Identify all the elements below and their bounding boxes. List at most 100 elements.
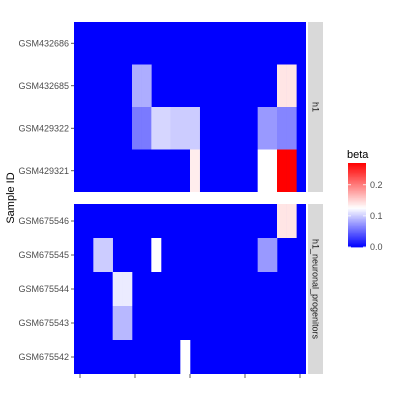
legend-gradient-step [348, 172, 366, 175]
legend-gradient-step [348, 245, 366, 248]
legend-gradient-step [348, 244, 366, 246]
legend-gradient-step [348, 189, 366, 192]
heatmap-cell [286, 107, 297, 150]
legend-gradient-step [348, 210, 366, 213]
legend-gradient-step [348, 226, 366, 228]
legend-gradient-step [348, 228, 366, 231]
legend-gradient-step [348, 168, 366, 171]
heatmap-cell [257, 107, 268, 150]
heatmap-cell [277, 107, 287, 150]
heatmap-cell [190, 149, 200, 192]
heatmap-cell [286, 204, 297, 238]
legend-gradient-step [348, 202, 366, 204]
heatmap-cell [151, 107, 162, 150]
legend-gradient-step [348, 242, 366, 245]
legend-gradient-step [348, 240, 366, 242]
legend-gradient-step [348, 175, 366, 178]
legend-gradient-step [348, 235, 366, 238]
legend-gradient-step [348, 233, 366, 235]
legend-gradient-step [348, 165, 366, 168]
legend-gradient-step [348, 231, 366, 234]
legend-gradient-step [348, 230, 366, 232]
heatmap-cell [286, 149, 297, 192]
legend-gradient-step [348, 200, 366, 203]
legend-gradient-step [348, 209, 366, 211]
legend-gradient-step [348, 178, 366, 181]
heatmap-cell [161, 107, 171, 150]
legend-gradient-step [348, 185, 366, 188]
legend-gradient-step [348, 170, 366, 172]
legend-gradient-step [348, 195, 366, 197]
heatmap-cell [93, 238, 104, 272]
legend-tick-label: 0.1 [370, 211, 383, 221]
heatmap-cell [180, 107, 191, 150]
legend-gradient-step [348, 241, 366, 244]
y-tick-label: GSM675543 [18, 318, 69, 328]
heatmap-cell [277, 204, 287, 238]
legend-gradient-step [348, 237, 366, 239]
legend-gradient-step [348, 171, 366, 174]
y-tick-label: GSM675546 [18, 216, 69, 226]
facet-strip-label: h1_neuronal_progenitors [311, 239, 321, 340]
heatmap-cell [103, 238, 113, 272]
legend-gradient-step [348, 207, 366, 210]
heatmap-cell [180, 340, 191, 374]
legend-gradient-step [348, 186, 366, 189]
legend-gradient-step [348, 179, 366, 182]
heatmap-cell [267, 238, 278, 272]
y-tick-label: GSM675544 [18, 284, 69, 294]
heatmap-cell [132, 64, 142, 107]
heatmap-cell [277, 149, 287, 192]
heatmap-cell [122, 306, 133, 340]
heatmap-cell [112, 272, 123, 306]
legend-gradient-step [348, 219, 366, 221]
y-tick-label: GSM429322 [18, 123, 69, 133]
y-tick-label: GSM432685 [18, 81, 69, 91]
heatmap-cell [267, 107, 278, 150]
legend-gradient-step [348, 212, 366, 214]
legend-gradient-step [348, 238, 366, 241]
heatmap-cell [122, 272, 133, 306]
legend-gradient-step [348, 217, 366, 220]
heatmap-cell [190, 107, 200, 150]
legend-gradient-step [348, 177, 366, 179]
y-tick-label: GSM429321 [18, 166, 69, 176]
heatmap-cell [141, 107, 152, 150]
legend-gradient-step [348, 203, 366, 206]
legend-gradient-step [348, 174, 366, 176]
legend-gradient-step [348, 198, 366, 200]
legend-gradient-step [348, 213, 366, 216]
legend-gradient-step [348, 184, 366, 186]
heatmap-cell [257, 149, 268, 192]
legend-gradient-step [348, 191, 366, 193]
legend-gradient-step [348, 224, 366, 227]
legend-gradient-step [348, 214, 366, 217]
legend-gradient-step [348, 192, 366, 195]
legend-gradient-step [348, 182, 366, 185]
legend-tick-label: 0.0 [370, 242, 383, 252]
heatmap-cell [286, 64, 297, 107]
facet-strip [308, 204, 323, 374]
heatmap-cell [170, 107, 181, 150]
panels-layer: GSM429321GSM429322GSM432685GSM432686h1GS… [18, 22, 323, 378]
legend-gradient-step [348, 164, 366, 167]
legend-gradient-step [348, 227, 366, 230]
y-axis-title: Sample ID [5, 172, 17, 223]
legend-gradient-step [348, 206, 366, 209]
panel-h1: GSM429321 GSM429322 GSM432685 GSM432686 h1 [18, 22, 323, 192]
heatmap-cell [277, 64, 287, 107]
facet-strip-label: h1 [311, 102, 321, 112]
legend-gradient-step [348, 163, 366, 165]
legend-tick-label: 0.2 [370, 180, 383, 190]
panel-h1_neuronal_progenitors: GSM675542 GSM675543 GSM675544 GSM675545 GSM6… [18, 204, 323, 374]
legend-gradient-step [348, 181, 366, 183]
legend-gradient-step [348, 223, 366, 225]
heatmap-cell [132, 107, 142, 150]
heatmap-cell [141, 64, 152, 107]
heatmap-cell [257, 238, 268, 272]
legend-gradient-step [348, 196, 366, 199]
legend-gradient-step [348, 188, 366, 190]
legend-gradient-step [348, 216, 366, 218]
facet-strip [308, 22, 323, 192]
legend-gradient-step [348, 234, 366, 237]
